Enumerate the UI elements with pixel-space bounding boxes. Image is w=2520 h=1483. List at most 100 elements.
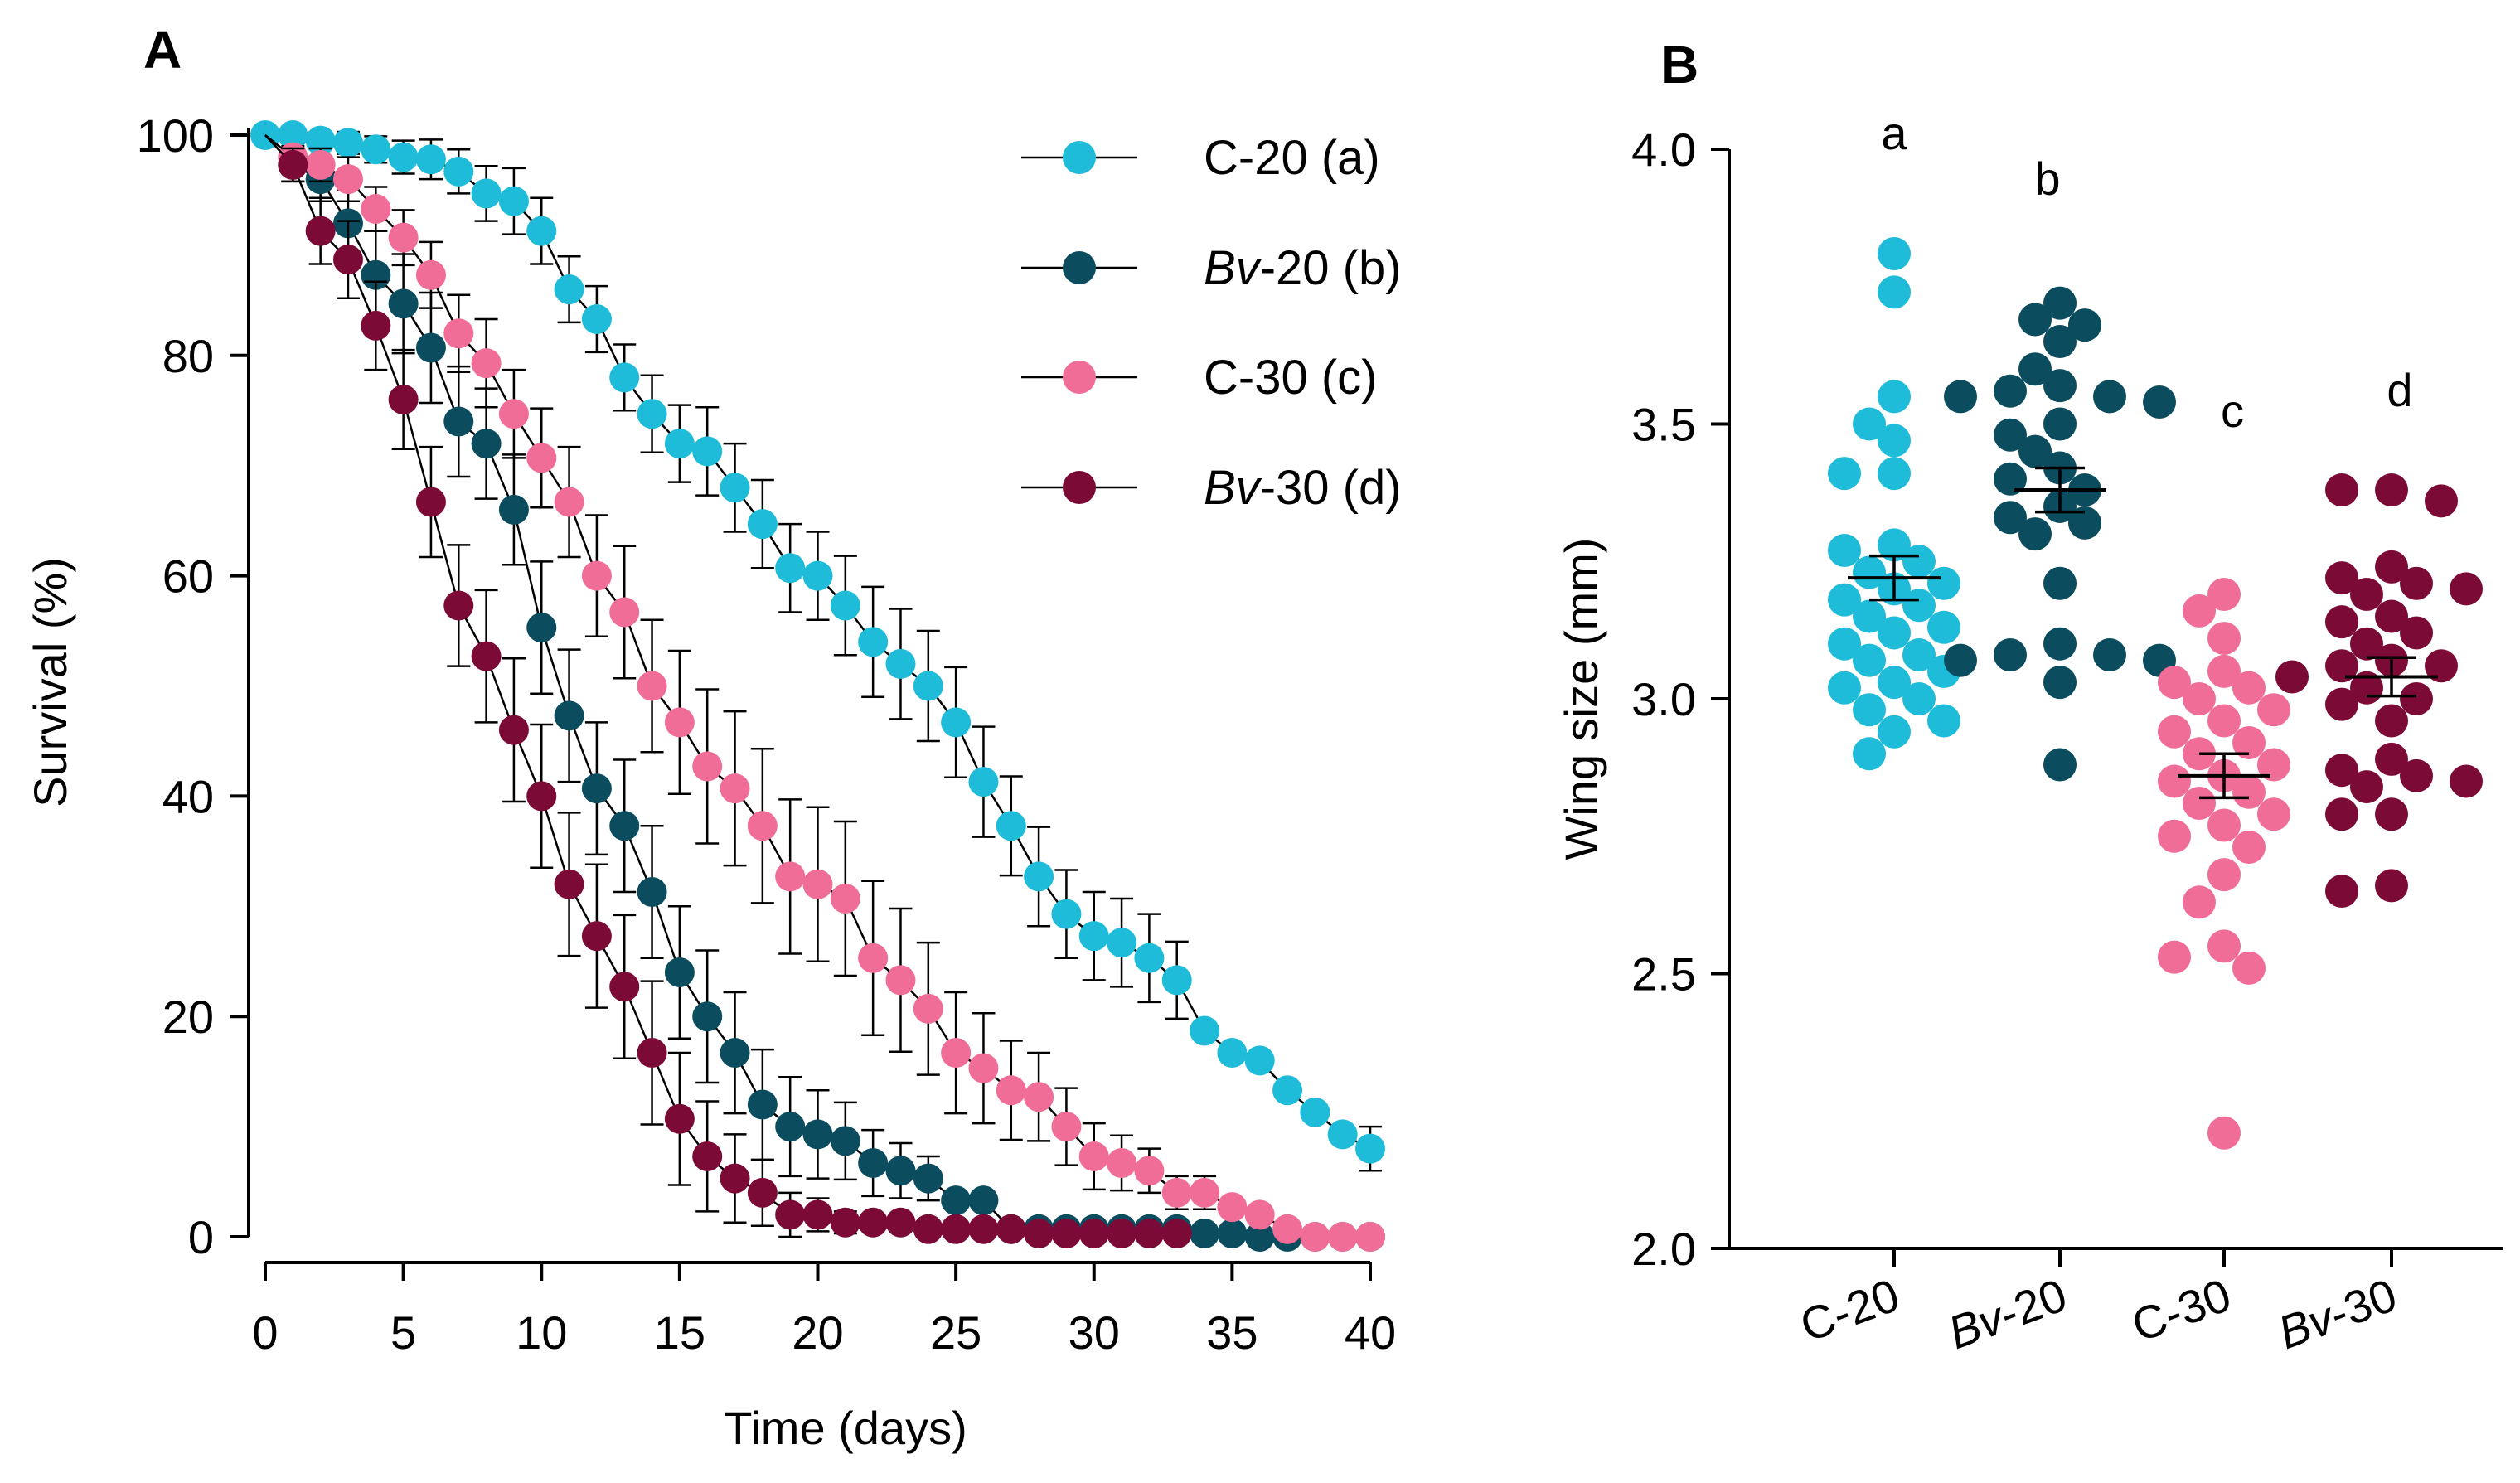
data-point: [720, 473, 750, 503]
data-point: [2232, 951, 2266, 985]
data-point: [913, 1163, 943, 1194]
x-tick-label: 40: [1345, 1306, 1396, 1359]
data-point: [1078, 1219, 1109, 1249]
data-point: [1853, 407, 1886, 441]
y-tick-label: 20: [162, 991, 214, 1043]
data-point: [609, 597, 640, 628]
data-point: [581, 560, 612, 591]
data-point: [498, 399, 529, 429]
group-letters: a b c d: [1881, 107, 2412, 437]
data-point: [581, 921, 612, 952]
data-point: [278, 149, 308, 180]
data-point: [1244, 1222, 1275, 1252]
x-tick-label: 20: [792, 1306, 843, 1359]
data-point: [2425, 484, 2458, 518]
panel-b-y-ticks: 2.0 2.5 3.0 3.5 4.0: [1631, 124, 1729, 1275]
data-point: [1051, 1112, 1082, 1142]
data-point: [471, 348, 502, 379]
data-point: [1878, 275, 1911, 309]
data-point: [498, 715, 529, 745]
data-point: [1244, 1045, 1275, 1076]
data-point: [1244, 1199, 1275, 1230]
data-point: [720, 1038, 750, 1069]
panel-a: A 0 20 40 60 80 100 0 5 10 15 20 25 30 35 40 Time (da…: [24, 20, 1402, 1454]
data-point: [1927, 566, 1960, 600]
data-point: [1944, 380, 1977, 414]
panel-a-x-axis-label: Time (days): [724, 1402, 967, 1454]
data-point: [2325, 687, 2358, 721]
y-tick-label: 2.0: [1631, 1223, 1696, 1275]
data-point: [1107, 1147, 1137, 1178]
data-point: [1878, 236, 1911, 270]
category-label-bv20: Bv-20: [1941, 1268, 2073, 1359]
data-point: [2325, 605, 2358, 639]
data-point: [2375, 550, 2408, 584]
data-point: [2043, 748, 2077, 782]
data-point: [415, 487, 446, 517]
data-point: [415, 332, 446, 363]
data-point: [885, 1156, 916, 1186]
y-tick-label: 4.0: [1631, 124, 1696, 176]
data-point: [747, 509, 778, 540]
data-point: [554, 487, 584, 517]
data-point: [637, 399, 667, 429]
data-point: [443, 156, 474, 187]
data-point: [471, 178, 502, 209]
data-point: [1300, 1097, 1330, 1127]
data-point: [747, 811, 778, 841]
data-point: [1927, 704, 1960, 738]
legend-marker: [1063, 361, 1096, 394]
y-tick-label: 2.5: [1631, 948, 1696, 1001]
data-point: [2400, 616, 2433, 650]
group-c-30: [2158, 578, 2290, 1150]
legend-label: C-30 (c): [1204, 351, 1377, 405]
data-point: [2207, 654, 2241, 688]
data-point: [664, 429, 695, 459]
data-point: [526, 443, 557, 473]
data-point: [802, 1119, 833, 1150]
data-point: [609, 811, 640, 841]
x-tick-label: 25: [930, 1306, 981, 1359]
series-c-30: [264, 134, 1385, 1252]
data-point: [747, 1177, 778, 1208]
data-point: [720, 1163, 750, 1194]
group-bv-20: [1944, 286, 2176, 782]
data-point: [637, 671, 667, 701]
data-point: [1994, 501, 2027, 535]
data-point: [1355, 1222, 1385, 1252]
data-point: [2232, 726, 2266, 760]
panel-a-label: A: [143, 20, 182, 80]
data-point: [1853, 599, 1886, 633]
legend-label: Bv-30 (d): [1204, 461, 1402, 515]
data-point: [443, 318, 474, 349]
data-point: [1355, 1133, 1385, 1164]
data-point: [1994, 374, 2027, 408]
data-point: [1828, 671, 1861, 705]
data-point: [388, 142, 419, 172]
data-point: [554, 274, 584, 305]
data-point: [526, 216, 557, 246]
data-point: [471, 641, 502, 671]
data-point: [2400, 758, 2433, 792]
data-point: [2325, 754, 2358, 788]
data-point: [1902, 682, 1936, 715]
data-point: [1828, 627, 1861, 661]
data-point: [498, 186, 529, 216]
data-point: [1190, 1015, 1220, 1046]
data-point: [1078, 921, 1109, 952]
panel-b-label: B: [1660, 35, 1699, 95]
data-point: [443, 406, 474, 437]
data-point: [1078, 1141, 1109, 1171]
data-point: [858, 1207, 889, 1238]
data-point: [2158, 666, 2191, 700]
data-point: [2043, 369, 2077, 403]
data-point: [2018, 303, 2052, 337]
data-point: [885, 648, 916, 679]
group-letter-c20: a: [1881, 107, 1907, 159]
data-point: [1994, 637, 2027, 671]
data-point: [2375, 473, 2408, 507]
data-point: [885, 1207, 916, 1238]
legend-label: C-20 (a): [1204, 131, 1380, 185]
data-point: [664, 957, 695, 988]
